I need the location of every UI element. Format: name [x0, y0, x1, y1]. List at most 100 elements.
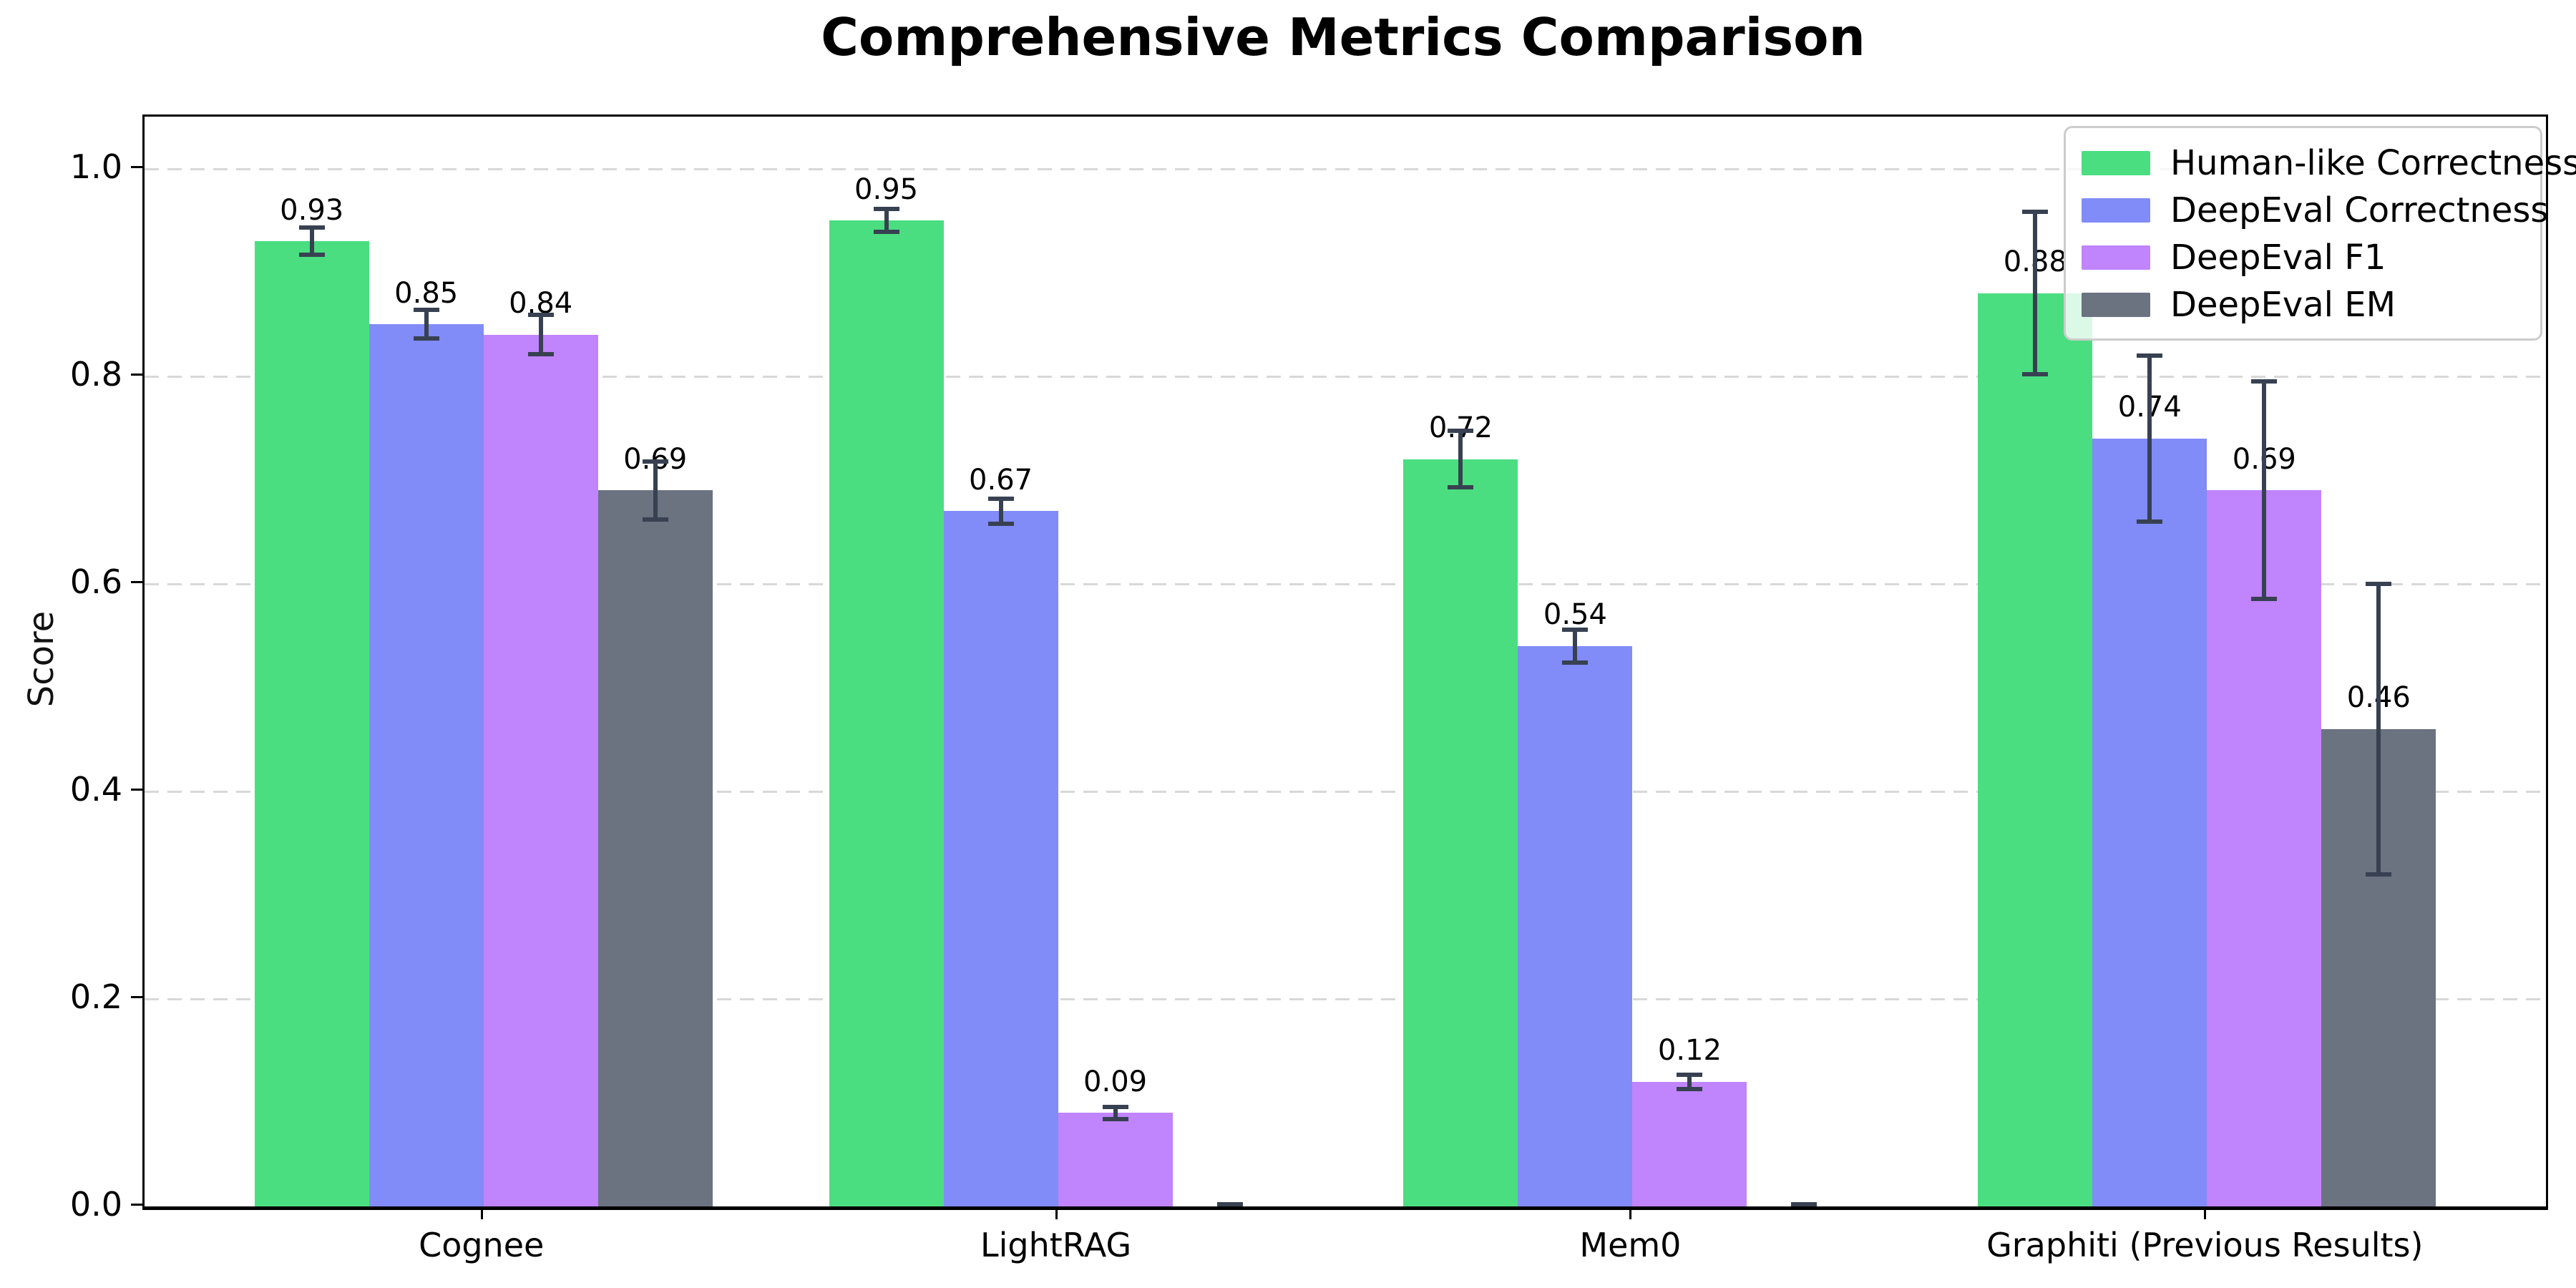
x-tick-mark: [1055, 1208, 1058, 1219]
bar-value-label: 0.95: [854, 172, 919, 206]
bar-value-label: 0.93: [280, 193, 344, 227]
error-bar-cap-bottom: [2251, 597, 2278, 602]
error-bar-cap-top: [298, 225, 325, 230]
bar-human-like-correctness: [1403, 459, 1518, 1206]
y-tick-label: 0.6: [69, 562, 122, 601]
error-bar: [998, 498, 1003, 524]
legend-swatch-icon: [2082, 151, 2150, 175]
bar-value-label: 0.12: [1657, 1034, 1722, 1068]
bar-deepeval-f1: [2207, 490, 2322, 1206]
error-bar: [2147, 355, 2152, 522]
gridline: [145, 375, 2546, 378]
error-bar-cap-bottom: [2022, 371, 2049, 376]
error-bar-cap-top: [987, 496, 1014, 501]
error-bar-cap-bottom: [1102, 1117, 1128, 1122]
legend-swatch-icon: [2082, 245, 2150, 270]
error-bar: [653, 461, 658, 519]
y-tick-mark: [131, 1204, 142, 1206]
legend-item: DeepEval EM: [2082, 281, 2524, 328]
bar-human-like-correctness: [254, 241, 369, 1206]
legend-swatch-icon: [2082, 198, 2150, 223]
error-bar: [1687, 1074, 1692, 1090]
bar-human-like-correctness: [829, 220, 944, 1206]
error-bar-cap-top: [413, 307, 439, 312]
bar-deepeval-correctness: [2092, 438, 2207, 1206]
error-bar-cap-top: [1677, 1072, 1703, 1077]
error-bar-cap-top: [1448, 429, 1474, 434]
error-bar: [884, 209, 889, 232]
error-bar-cap-bottom: [2366, 872, 2392, 877]
y-tick-mark: [131, 165, 142, 168]
bar-deepeval-em: [597, 490, 713, 1206]
error-bar: [2262, 381, 2267, 600]
chart-title: Comprehensive Metrics Comparison: [821, 7, 1865, 67]
error-bar-cap-bottom: [987, 521, 1014, 526]
gridline: [145, 997, 2546, 1000]
error-bar-cap-bottom: [642, 517, 668, 522]
bar-value-label: 0.09: [1083, 1065, 1148, 1098]
error-bar-cap-bottom: [527, 352, 554, 357]
y-tick-mark: [131, 788, 142, 791]
y-tick-label: 0.0: [69, 1185, 122, 1224]
y-tick-mark: [131, 580, 142, 583]
error-bar-cap-bottom: [1562, 660, 1589, 665]
legend-label: DeepEval EM: [2170, 285, 2396, 325]
legend-item: Human-like Correctness: [2082, 140, 2576, 187]
bar-deepeval-correctness: [369, 324, 484, 1206]
error-bar-cap-top: [873, 207, 899, 212]
error-bar: [309, 228, 314, 255]
error-bar-cap-top: [642, 459, 668, 464]
y-tick-mark: [131, 995, 142, 998]
legend-swatch-icon: [2082, 293, 2150, 317]
bar-human-like-correctness: [1978, 293, 2093, 1206]
legend-item: DeepEval Correctness: [2082, 187, 2548, 234]
error-bar-cap-bottom: [413, 336, 439, 341]
bar-deepeval-f1: [1632, 1081, 1747, 1206]
bar-deepeval-correctness: [943, 511, 1058, 1206]
error-bar-cap-top: [2022, 210, 2049, 215]
error-bar: [1573, 629, 1578, 663]
error-bar-cap-top: [2137, 353, 2163, 358]
x-tick-mark: [480, 1208, 483, 1219]
y-tick-label: 1.0: [69, 147, 122, 186]
y-tick-label: 0.4: [69, 769, 122, 809]
error-bar: [424, 309, 429, 339]
error-bar-cap-bottom: [1791, 1204, 1818, 1206]
bar-deepeval-f1: [1058, 1113, 1173, 1206]
legend: Human-like Correctness DeepEval Correctne…: [2064, 126, 2576, 341]
error-bar: [2033, 212, 2038, 374]
legend-label: DeepEval F1: [2170, 238, 2386, 278]
y-axis-label: Score: [21, 610, 62, 708]
error-bar-cap-bottom: [1677, 1087, 1703, 1092]
error-bar-cap-top: [1562, 627, 1589, 632]
error-bar-cap-bottom: [2137, 519, 2163, 524]
gridline: [145, 167, 2546, 170]
legend-item: DeepEval F1: [2082, 234, 2524, 281]
y-tick-label: 0.8: [69, 354, 122, 394]
bar-deepeval-correctness: [1518, 645, 1633, 1206]
x-category-label: LightRAG: [980, 1226, 1132, 1264]
bar-value-label: 0.54: [1543, 598, 1607, 632]
bar-deepeval-f1: [483, 334, 598, 1206]
legend-label: Human-like Correctness: [2170, 143, 2576, 183]
gridline: [145, 790, 2546, 793]
x-category-label: Cognee: [419, 1226, 545, 1264]
error-bar-cap-bottom: [1216, 1204, 1243, 1206]
legend-label: DeepEval Correctness: [2170, 190, 2549, 230]
error-bar-cap-top: [527, 313, 554, 318]
error-bar-cap-top: [2251, 379, 2278, 384]
y-tick-mark: [131, 373, 142, 376]
y-tick-label: 0.2: [69, 977, 122, 1016]
error-bar: [538, 315, 543, 355]
error-bar-cap-bottom: [1448, 484, 1474, 489]
x-category-label: Graphiti (Previous Results): [1986, 1226, 2424, 1264]
error-bar: [1458, 431, 1463, 487]
x-tick-mark: [2204, 1208, 2207, 1219]
error-bar-cap-bottom: [298, 252, 325, 257]
error-bar-cap-top: [1102, 1104, 1128, 1109]
bar-value-label: 0.85: [394, 276, 459, 310]
x-tick-mark: [1629, 1208, 1632, 1219]
error-bar-cap-top: [2366, 581, 2392, 586]
gridline: [145, 582, 2546, 585]
